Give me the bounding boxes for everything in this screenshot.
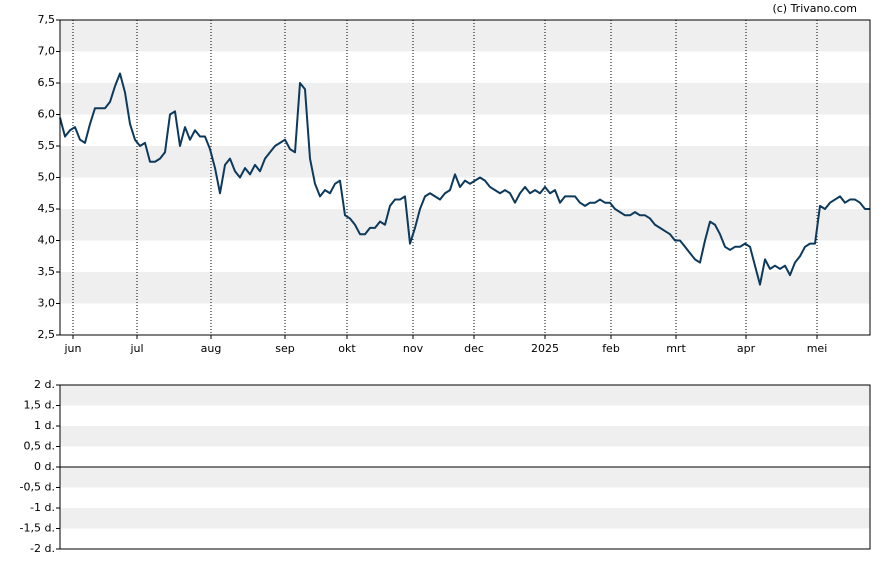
grid-band [60,20,870,52]
x-tick-label: jun [64,342,82,355]
y-tick-label: -2 d. [30,542,55,555]
y-tick-label: -1 d. [30,501,55,514]
x-tick-label: dec [464,342,484,355]
y-tick-label: 2 d. [34,378,55,391]
y-tick-label: 1 d. [34,419,55,432]
y-tick-label: 3,0 [38,297,56,310]
x-tick-label: mei [807,342,828,355]
grid-band [60,508,870,529]
x-tick-label: apr [737,342,756,355]
y-tick-label: 4,0 [38,234,56,247]
grid-band [60,426,870,447]
y-tick-label: 3,5 [38,265,56,278]
price-line [59,72,870,286]
grid-band [60,467,870,488]
x-tick-label: sep [275,342,294,355]
y-tick-label: -0,5 d. [20,481,55,494]
y-tick-label: 0,5 d. [24,440,55,453]
y-tick-label: 7,5 [38,13,56,26]
x-tick-label: mrt [666,342,686,355]
y-tick-label: 2,5 [38,328,56,341]
x-tick-label: aug [201,342,222,355]
grid-band [60,83,870,115]
x-tick-label: okt [338,342,356,355]
x-tick-label: 2025 [531,342,559,355]
y-tick-label: 4,5 [38,202,56,215]
y-tick-label: 5,5 [38,139,56,152]
y-tick-label: 6,5 [38,76,56,89]
plot-frame [59,19,871,336]
plot-frame [59,384,871,550]
y-tick-label: -1,5 d. [20,522,55,535]
grid-band [60,385,870,406]
y-tick-label: 5,0 [38,171,56,184]
source: (c) Trivano.com [772,2,857,15]
y-tick-label: 7,0 [38,45,56,58]
y-tick-label: 1,5 d. [24,399,55,412]
grid-band [60,146,870,178]
y-tick-label: 6,0 [38,108,56,121]
x-tick-label: jul [129,342,143,355]
x-tick-label: feb [602,342,620,355]
x-tick-label: nov [403,342,424,355]
grid-band [60,209,870,241]
y-tick-label: 0 d. [34,460,55,473]
grid-band [60,272,870,304]
